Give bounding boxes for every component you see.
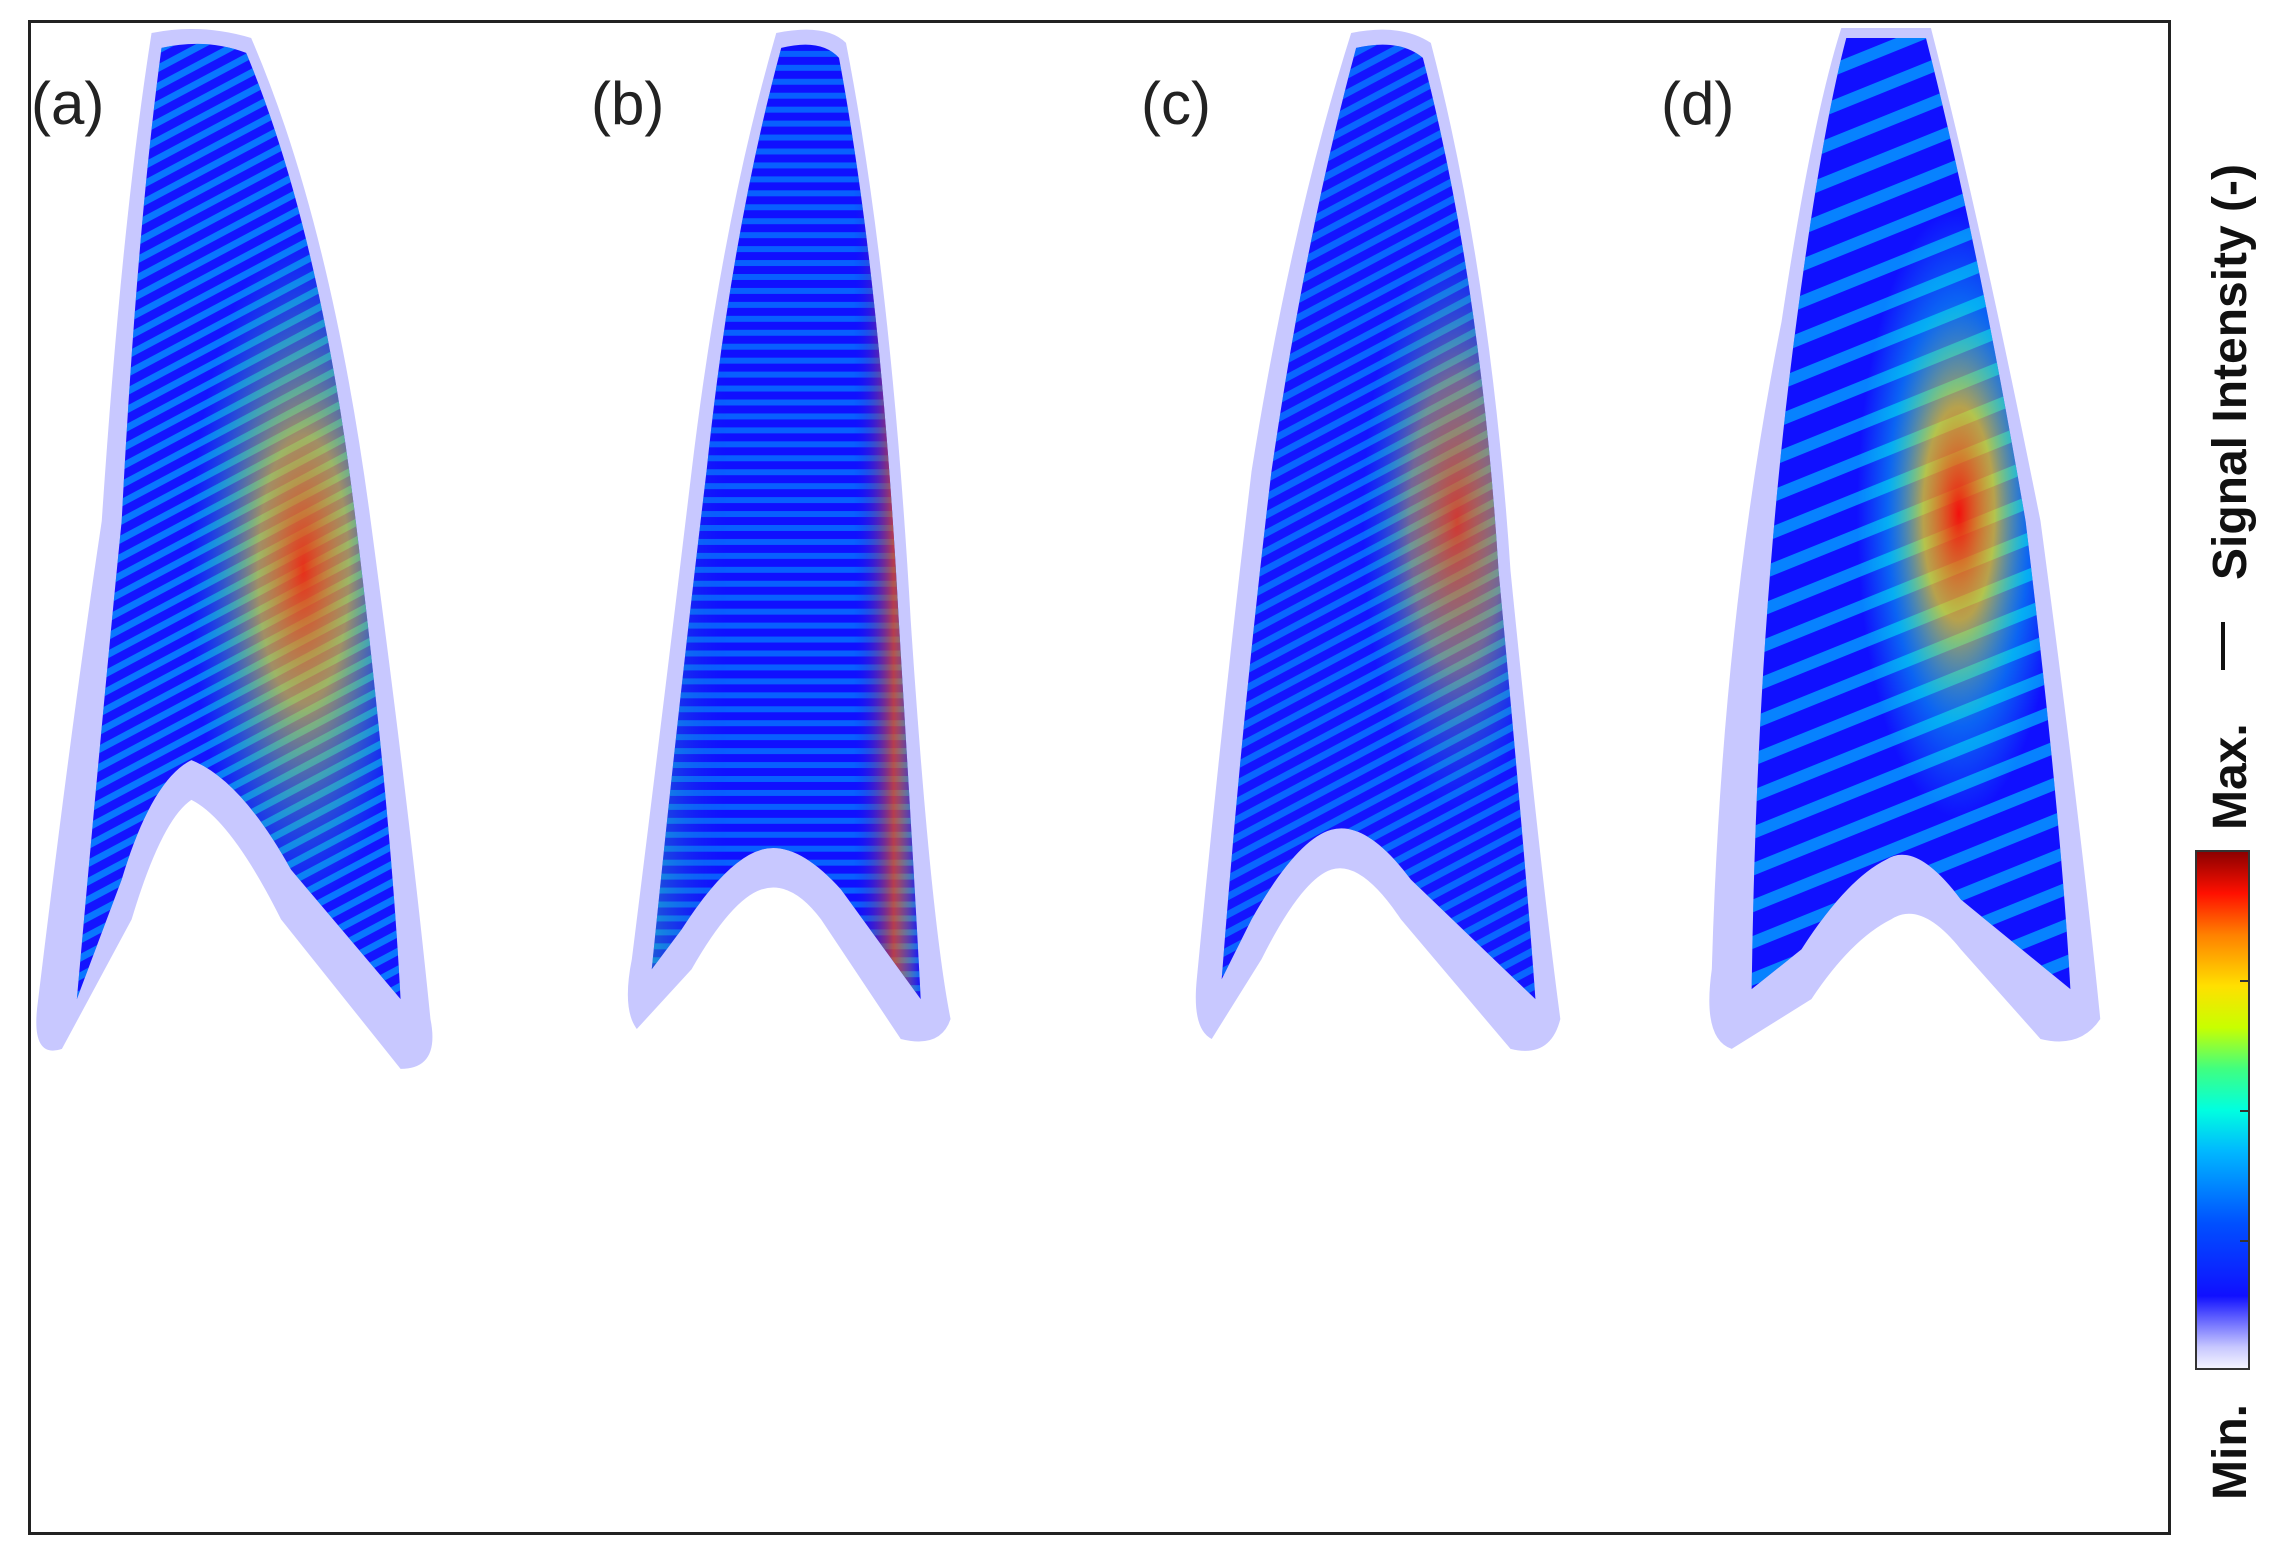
panel-label-b: (b) [591, 70, 665, 137]
colorbar [2195, 850, 2250, 1370]
panel-c: (c) [1131, 23, 1651, 1532]
panel-b: (b) [581, 23, 1101, 1532]
colorbar-max-label: Max. [2204, 723, 2257, 830]
figure-frame: (a) (b) [28, 20, 2171, 1535]
spray-image-b [627, 29, 951, 1042]
spray-image-a [36, 28, 433, 1069]
panel-label-c: (c) [1141, 70, 1211, 137]
spray-image-d [1709, 27, 2101, 1049]
panel-label-a: (a) [31, 70, 105, 137]
label-separator [2221, 622, 2225, 670]
spray-image-c [1195, 29, 1561, 1051]
panel-a: (a) [31, 23, 551, 1532]
colorbar-quantity-label: Signal Intensity (-) [2204, 163, 2257, 580]
colorbar-min-label: Min. [2204, 1404, 2257, 1500]
panel-label-d: (d) [1661, 70, 1735, 137]
panel-d: (d) [1661, 23, 2168, 1532]
